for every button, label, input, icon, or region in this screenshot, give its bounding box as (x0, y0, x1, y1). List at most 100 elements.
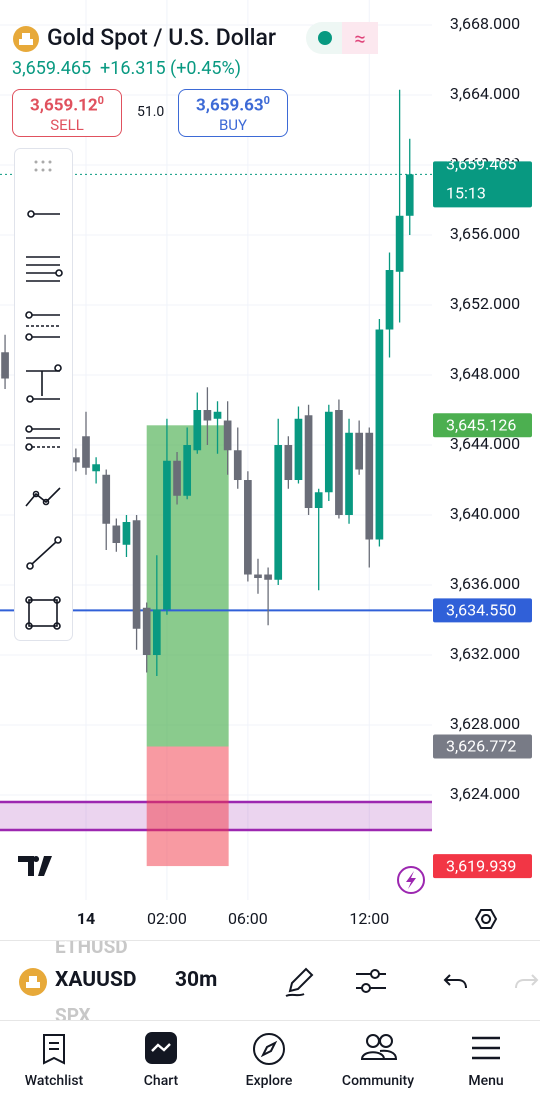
x-tick-label: 06:00 (228, 909, 268, 928)
spread: 51.0 (137, 104, 165, 120)
price-level-label: 3,645.126 (446, 416, 516, 435)
nav-label[interactable]: Chart (143, 1073, 179, 1089)
candle-body (244, 480, 252, 575)
x-tick-label: 12:00 (349, 909, 389, 928)
candle-body (152, 609, 161, 656)
y-tick-label: 3,632.000 (450, 644, 520, 663)
buy-price-sup: 0 (263, 94, 270, 107)
candle-body (92, 464, 100, 472)
sell-price-sup: 0 (97, 94, 104, 107)
pitchfork-tool[interactable] (25, 425, 60, 451)
undo-button[interactable] (442, 967, 470, 995)
candle-body (345, 432, 353, 516)
price-level-tag (433, 854, 532, 879)
candle-body (254, 574, 262, 579)
trend-line-tool[interactable] (27, 210, 60, 218)
y-tick-label: 3,664.000 (450, 84, 520, 103)
buy-price: 3,659.63 (196, 95, 264, 116)
last-price: 3,659.465 (12, 58, 92, 79)
nav-label[interactable]: Watchlist (24, 1073, 84, 1089)
chart-icon[interactable] (145, 1032, 177, 1064)
candle-body (314, 492, 323, 509)
alert-icon (397, 866, 425, 894)
interval[interactable]: 30m (175, 968, 218, 992)
path-tool[interactable] (25, 487, 61, 507)
y-tick-label: 3,640.000 (450, 504, 520, 523)
candle-body (72, 457, 80, 463)
candle-body (294, 418, 303, 481)
candle-body (233, 450, 242, 481)
nav-label[interactable]: Community (341, 1073, 415, 1089)
prev-symbol[interactable]: ETHUSD (55, 940, 128, 958)
candle-body (274, 445, 283, 580)
alert-bolt (406, 871, 416, 889)
rectangle-tool[interactable] (25, 596, 61, 630)
sell-label: SELL (50, 115, 84, 134)
candle-body (395, 215, 404, 272)
fib-tool[interactable] (25, 311, 60, 341)
candle-body (264, 574, 272, 580)
x-tick-label: 14 (77, 909, 95, 928)
candle-body (284, 445, 293, 481)
candle-body (1, 352, 9, 379)
candle-body (112, 525, 121, 544)
y-tick-label: 3,656.000 (450, 224, 520, 243)
symbol-title: Gold Spot / U.S. Dollar (47, 24, 277, 51)
status-pill[interactable]: ≈ (306, 22, 378, 54)
gold-icon (13, 26, 39, 52)
parallel-tool[interactable] (26, 256, 63, 282)
menu-icon[interactable] (471, 1034, 501, 1062)
sell-button[interactable]: 3,659.120 SELL (12, 89, 122, 137)
buy-label: BUY (218, 115, 248, 134)
redo-button[interactable] (514, 967, 540, 995)
projection-tool[interactable] (26, 364, 62, 403)
candle-body (102, 474, 111, 524)
y-tick-label: 3,624.000 (450, 784, 520, 803)
candle-body (82, 436, 90, 468)
nav-label[interactable]: Menu (468, 1073, 504, 1089)
community-icon[interactable] (360, 1032, 398, 1064)
indicators-button[interactable] (354, 963, 388, 999)
price-change: +16.315 (+0.45%) (100, 58, 241, 79)
countdown: 15:13 (446, 184, 486, 203)
bottom-nav: Watchlist Chart Explore Community Menu (0, 1020, 540, 1101)
candle-body (193, 410, 202, 451)
settings-icon (474, 909, 498, 929)
candle-body (405, 174, 414, 216)
next-symbol[interactable]: SPX (55, 1004, 91, 1021)
buy-button[interactable]: 3,659.630 BUY (178, 89, 288, 137)
symbol-icon (19, 968, 47, 996)
symbol-bar: ETHUSD XAUUSD SPX 30m (0, 940, 540, 1021)
candle-body (355, 432, 364, 470)
price-level-label: 3,619.939 (446, 856, 516, 875)
nav-label[interactable]: Explore (245, 1073, 293, 1089)
candle-body (173, 460, 181, 496)
price-level-label: 3,659.465 (446, 155, 516, 174)
tv-logo (18, 856, 52, 876)
candle-body (335, 410, 343, 516)
price-level-tag (433, 161, 532, 208)
y-tick-label: 3,644.000 (450, 434, 520, 453)
y-tick-label: 3,652.000 (450, 294, 520, 313)
x-tick-label: 02:00 (147, 909, 187, 928)
symbol[interactable]: XAUUSD (55, 968, 137, 992)
candle-body (324, 411, 333, 493)
candle-body (375, 329, 384, 540)
price-level-label: 3,626.772 (446, 737, 516, 756)
candle-body (142, 607, 151, 656)
price-level-label: 3,634.550 (446, 601, 516, 620)
explore-icon[interactable] (252, 1032, 286, 1066)
y-tick-label: 3,636.000 (450, 574, 520, 593)
candle-body (213, 411, 222, 419)
ray-tool[interactable] (26, 536, 62, 570)
candle-body (304, 415, 313, 509)
sell-price: 3,659.12 (30, 95, 98, 116)
watchlist-icon[interactable] (40, 1033, 68, 1065)
candle-body (163, 460, 171, 610)
y-tick-label: 3,628.000 (450, 714, 520, 733)
draw-button[interactable] (282, 963, 318, 999)
drawing-toolbar (14, 148, 73, 641)
price-level-tag (433, 598, 532, 623)
y-tick-label: 3,648.000 (450, 364, 520, 383)
